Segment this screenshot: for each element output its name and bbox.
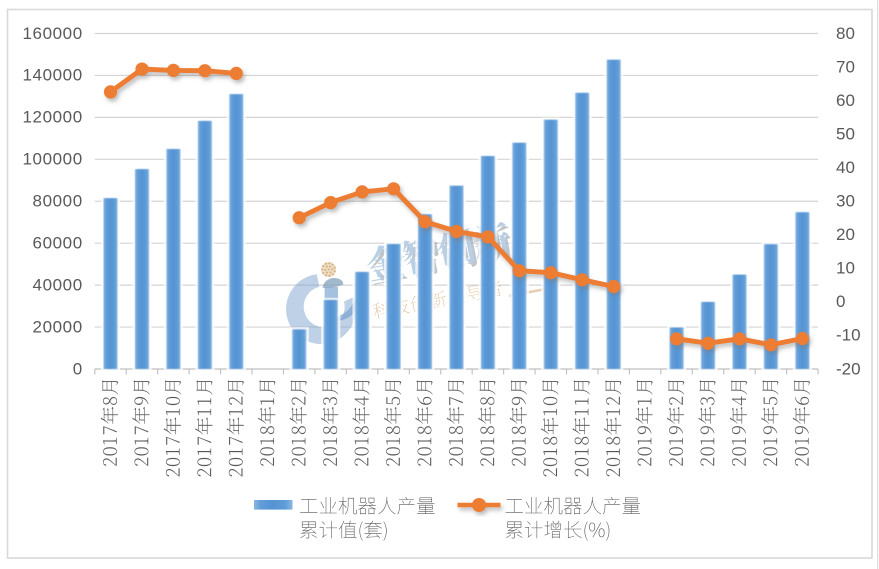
svg-text:20000: 20000 [33, 317, 83, 336]
svg-text:160000: 160000 [22, 24, 82, 43]
svg-text:20: 20 [836, 225, 855, 244]
svg-text:60: 60 [836, 91, 855, 110]
svg-text:0: 0 [73, 359, 83, 378]
svg-text:-20: -20 [836, 359, 861, 378]
svg-text:0: 0 [836, 292, 845, 311]
svg-text:30: 30 [836, 192, 855, 211]
svg-text:120000: 120000 [22, 108, 82, 127]
svg-text:70: 70 [836, 57, 855, 76]
svg-text:40000: 40000 [33, 275, 83, 294]
svg-text:40: 40 [836, 158, 855, 177]
svg-text:140000: 140000 [22, 66, 82, 85]
svg-text:100000: 100000 [22, 150, 82, 169]
svg-text:80: 80 [836, 24, 855, 43]
svg-text:10: 10 [836, 259, 855, 278]
svg-text:50: 50 [836, 124, 855, 143]
svg-text:60000: 60000 [33, 234, 83, 253]
svg-text:-10: -10 [836, 326, 861, 345]
svg-text:80000: 80000 [33, 192, 83, 211]
